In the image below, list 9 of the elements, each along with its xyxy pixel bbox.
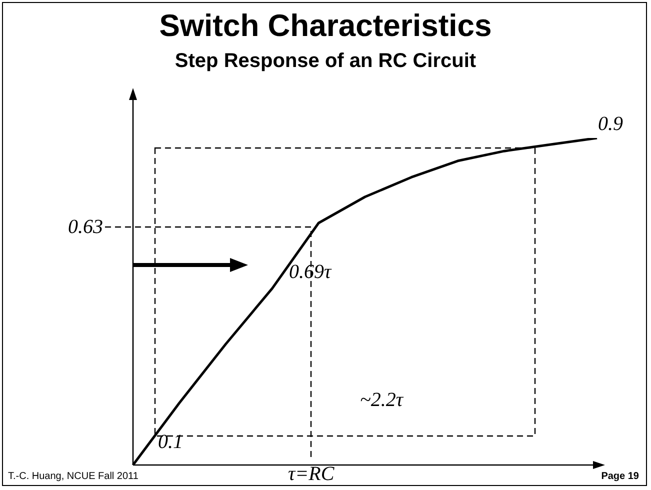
annotation: τ=RC — [288, 463, 334, 485]
annotation: ~2.2τ — [360, 389, 403, 411]
text: Page 19 — [601, 471, 639, 482]
text: T.-C. Huang, NCUE Fall 2011 — [8, 471, 138, 482]
text: 0.63 — [68, 216, 103, 238]
annotation: 0.69τ — [289, 261, 332, 283]
text: 0.9 — [598, 113, 623, 135]
chart-title: Switch Characteristics — [158, 8, 493, 44]
chart-subtitle: Step Response of an RC Circuit — [174, 50, 478, 73]
